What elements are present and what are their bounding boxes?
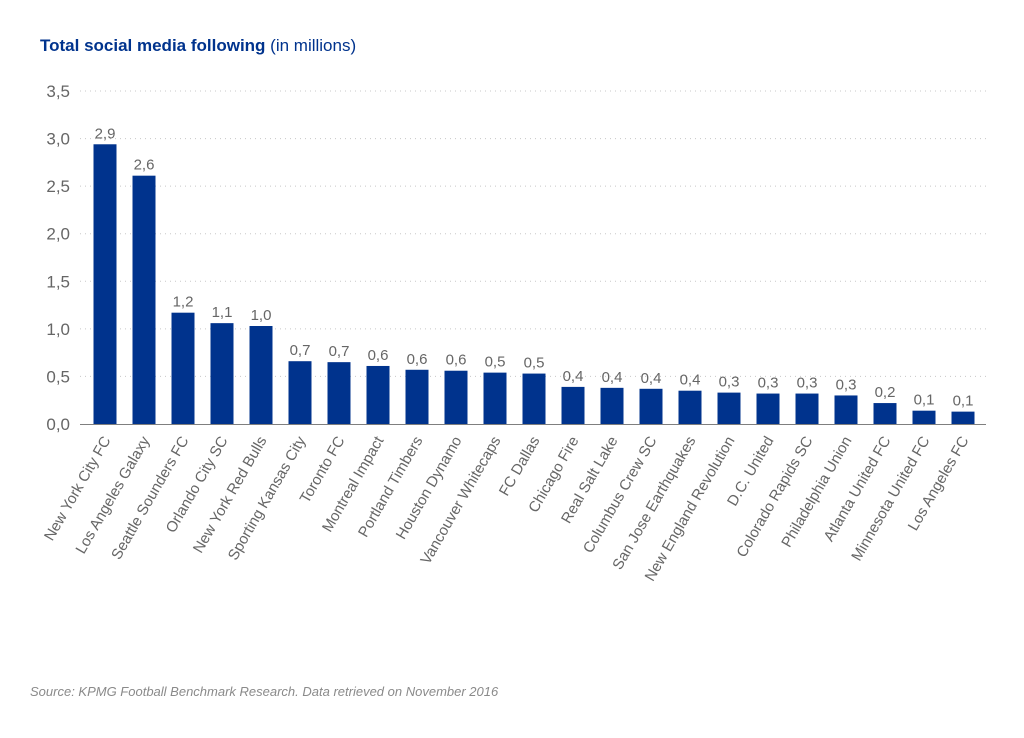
bar xyxy=(795,393,819,424)
bar xyxy=(171,312,195,424)
y-tick-label: 3,5 xyxy=(46,82,70,101)
data-label: 1,2 xyxy=(173,294,194,311)
bar xyxy=(444,370,468,424)
bar xyxy=(912,410,936,424)
data-label: 0,3 xyxy=(836,376,857,393)
bar xyxy=(639,388,663,424)
data-label: 0,3 xyxy=(797,375,818,392)
chart-title: Total social media following (in million… xyxy=(40,36,356,56)
source-note: Source: KPMG Football Benchmark Research… xyxy=(30,684,499,699)
y-tick-label: 1,5 xyxy=(46,272,70,291)
data-label: 0,5 xyxy=(524,355,545,372)
data-label: 1,1 xyxy=(212,304,233,321)
data-label: 0,4 xyxy=(680,372,701,389)
data-label: 0,6 xyxy=(407,351,428,368)
bar xyxy=(405,369,429,424)
data-label: 0,3 xyxy=(719,374,740,391)
y-tick-label: 0,0 xyxy=(46,415,70,434)
bar xyxy=(717,392,741,424)
bars xyxy=(93,144,975,424)
bar xyxy=(249,326,273,424)
data-label: 2,6 xyxy=(134,157,155,174)
category-label: Philadelphia Union xyxy=(778,434,855,551)
bar xyxy=(210,323,234,424)
bar xyxy=(600,387,624,424)
data-label: 0,4 xyxy=(641,370,662,387)
chart-title-main: Total social media following xyxy=(40,36,266,55)
data-labels: 2,9 2,6 1,2 1,1 1,0 0,7 0,7 0,6 0,6 0,6 0,5 0,5 0,4 0… xyxy=(95,125,974,409)
data-label: 0,7 xyxy=(329,343,350,360)
data-label: 0,6 xyxy=(446,352,467,369)
data-label: 0,6 xyxy=(368,347,389,364)
data-label: 0,3 xyxy=(758,375,779,392)
data-label: 0,7 xyxy=(290,342,311,359)
data-label: 2,9 xyxy=(95,125,116,142)
bar xyxy=(483,372,507,424)
chart-subtitle: (in millions) xyxy=(270,36,357,55)
bar xyxy=(327,362,351,424)
data-label: 0,2 xyxy=(875,384,896,401)
bar xyxy=(678,390,702,424)
bar xyxy=(561,386,585,424)
data-label: 1,0 xyxy=(251,307,272,324)
data-label: 0,4 xyxy=(602,369,623,386)
data-label: 0,4 xyxy=(563,368,584,385)
bar xyxy=(132,175,156,424)
bar xyxy=(834,395,858,424)
y-tick-label: 3,0 xyxy=(46,130,70,149)
bar xyxy=(873,403,897,424)
y-tick-label: 2,5 xyxy=(46,177,70,196)
y-tick-label: 1,0 xyxy=(46,320,70,339)
bar xyxy=(951,411,975,424)
bar xyxy=(756,393,780,424)
data-label: 0,1 xyxy=(953,393,974,410)
bar xyxy=(288,361,312,424)
y-tick-label: 2,0 xyxy=(46,225,70,244)
data-label: 0,5 xyxy=(485,354,506,371)
bar xyxy=(366,365,390,424)
data-label: 0,1 xyxy=(914,392,935,409)
bar xyxy=(93,144,117,424)
bar xyxy=(522,373,546,424)
y-axis: 0,0 0,5 1,0 1,5 2,0 2,5 3,0 3,5 xyxy=(46,82,70,434)
y-tick-label: 0,5 xyxy=(46,367,70,386)
